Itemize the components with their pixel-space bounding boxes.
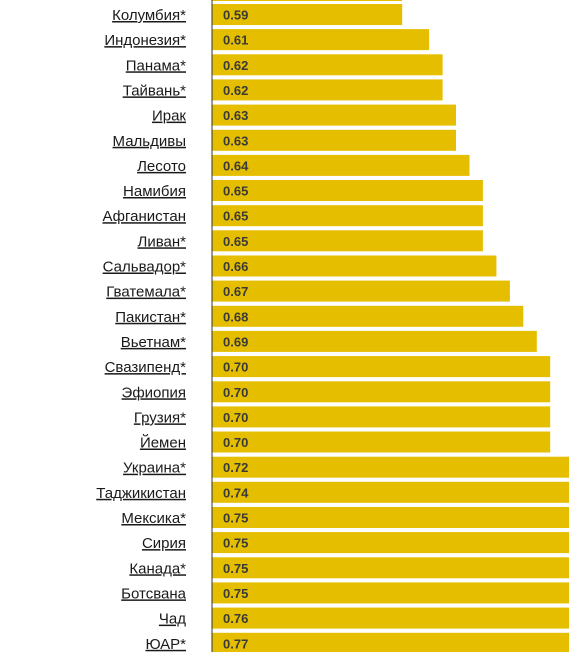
value-label: 0.68 [223,309,248,324]
value-label: 0.59 [223,8,248,23]
bar [212,180,483,201]
value-label: 0.63 [223,133,248,148]
value-label: 0.61 [223,33,248,48]
bar-partial-top [212,0,402,1]
bar [212,381,551,403]
category-label[interactable]: Ливан* [138,233,187,250]
category-label[interactable]: Панама* [126,57,186,74]
bar [212,582,569,604]
value-label: 0.77 [223,636,248,651]
value-label: 0.75 [223,561,248,576]
bar [212,129,456,151]
category-label[interactable]: Эфиопия [122,384,186,401]
value-label: 0.70 [223,385,248,400]
bar [212,330,537,352]
category-label[interactable]: Украина* [123,460,186,477]
bar [212,255,497,277]
bar [212,104,456,126]
bar [212,481,569,503]
value-label: 0.66 [223,259,248,274]
bar [212,230,483,252]
category-label[interactable]: Сирия [142,535,186,552]
category-label[interactable]: Грузия* [134,409,186,426]
value-label: 0.62 [223,83,248,98]
bar [212,632,569,652]
value-label: 0.76 [223,611,248,626]
bar [212,607,569,629]
category-label[interactable]: Ботсвана [121,585,186,602]
category-label[interactable]: Таджикистан [96,485,186,502]
value-label: 0.70 [223,360,248,375]
category-label[interactable]: Канада* [129,560,186,577]
category-label[interactable]: Лесото [137,158,186,175]
category-label[interactable]: Колумбия* [112,7,186,24]
category-label[interactable]: Сальвадор* [103,259,186,276]
category-label[interactable]: Йемен [140,434,186,452]
bar [212,557,569,579]
category-label[interactable]: Чад [159,611,186,628]
bar [212,507,569,528]
value-label: 0.65 [223,184,248,199]
bar [212,29,430,51]
value-label: 0.72 [223,460,248,475]
bars-group: Колумбия* 0.59 Индонезия* 0.61 Панама* 0.62 Та… [96,0,569,652]
category-label[interactable]: Тайвань* [123,82,186,99]
bar [212,205,483,227]
value-label: 0.64 [223,158,249,173]
bar [212,305,524,327]
bar [212,54,443,76]
category-label[interactable]: Ирак [152,108,186,125]
bar [212,280,510,302]
value-label: 0.65 [223,234,248,249]
category-label[interactable]: Намибия [123,183,186,200]
value-label: 0.75 [223,511,248,526]
bar [212,431,551,453]
category-label[interactable]: Мальдивы [113,133,186,150]
value-label: 0.70 [223,435,248,450]
bar [212,532,569,554]
category-label[interactable]: Вьетнам* [121,334,186,351]
value-label: 0.65 [223,209,248,224]
value-label: 0.70 [223,410,248,425]
value-label: 0.63 [223,108,248,123]
value-label: 0.62 [223,58,248,73]
bar [212,406,551,428]
value-label: 0.67 [223,284,248,299]
category-label[interactable]: Свазипенд* [105,359,187,376]
value-label: 0.75 [223,586,248,601]
category-label[interactable]: Афганистан [103,208,187,225]
bar [212,4,403,25]
value-label: 0.74 [223,485,249,500]
value-label: 0.69 [223,334,248,349]
bar [212,154,470,176]
bar [212,79,443,101]
category-label[interactable]: Пакистан* [115,309,186,326]
bar [212,456,569,478]
category-label[interactable]: Мексика* [121,510,186,527]
category-label[interactable]: ЮАР* [145,636,186,652]
category-label[interactable]: Гватемала* [106,284,186,301]
category-label[interactable]: Индонезия* [104,32,186,49]
value-label: 0.75 [223,536,248,551]
bar [212,356,551,378]
